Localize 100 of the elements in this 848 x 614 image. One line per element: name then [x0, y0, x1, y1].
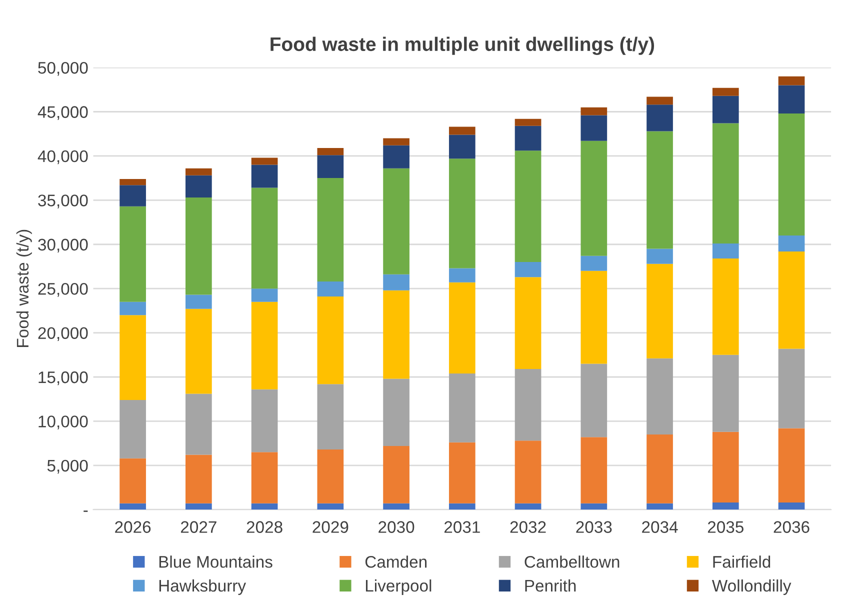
bar [317, 282, 344, 297]
legend-label: Penrith [525, 579, 576, 592]
bar [120, 503, 146, 510]
bar [186, 503, 212, 510]
bar [778, 85, 805, 114]
bar [317, 148, 344, 156]
bar [646, 434, 673, 504]
x-tick-label: 2031 [444, 521, 480, 533]
bar [251, 288, 278, 302]
y-tick-label: 35,000 [38, 194, 88, 208]
y-tick-label: 50,000 [38, 62, 88, 76]
y-tick-label: 15,000 [38, 371, 88, 386]
bar [120, 206, 146, 302]
bar [317, 384, 344, 450]
bar [448, 442, 476, 504]
y-tick-label: 10,000 [38, 416, 88, 430]
bar [317, 178, 344, 282]
bar [514, 262, 542, 278]
bar [778, 502, 805, 510]
bar [514, 118, 542, 126]
bar [383, 274, 410, 290]
bar [712, 502, 739, 510]
bar [580, 503, 608, 510]
bar [646, 503, 673, 510]
bar [186, 294, 212, 309]
bar [383, 168, 410, 274]
bar [778, 251, 805, 349]
bar [778, 76, 805, 86]
y-axis-title: Food waste (t/y) [16, 230, 32, 347]
x-tick-label: 2026 [115, 521, 151, 533]
legend-label: Liverpool [366, 579, 432, 595]
bar [646, 264, 673, 358]
bar [712, 258, 739, 355]
bar [448, 282, 476, 374]
bar [580, 256, 608, 271]
bar [120, 178, 146, 186]
bar [580, 140, 608, 256]
x-tick-label: 2036 [774, 521, 810, 533]
bar [712, 88, 739, 96]
bar [120, 302, 146, 316]
bar [120, 185, 146, 206]
bar [448, 134, 476, 159]
x-tick-label: 2027 [180, 521, 216, 533]
bar [120, 458, 146, 504]
bar [514, 277, 542, 370]
bar [120, 400, 146, 458]
bar [514, 369, 542, 441]
bar [778, 348, 805, 428]
y-tick-label: - [84, 510, 88, 512]
legend-label: Blue Mountains [159, 556, 272, 568]
bar [448, 503, 476, 510]
y-tick-label: 5,000 [47, 460, 88, 474]
bar [646, 96, 673, 105]
bar [186, 454, 212, 504]
bar [383, 138, 410, 146]
bar [778, 236, 805, 252]
bar [448, 158, 476, 268]
bar [251, 452, 278, 504]
x-tick-label: 2033 [576, 521, 612, 533]
bar [580, 270, 608, 364]
bar [317, 503, 344, 510]
bar [514, 126, 542, 151]
bar [383, 446, 410, 504]
bar [251, 158, 278, 165]
legend-label: Camden [365, 556, 427, 568]
bar [317, 449, 344, 504]
x-tick-label: 2030 [378, 521, 414, 533]
bar [251, 302, 278, 390]
chart-title: Food waste in multiple unit dwellings (t/y) [270, 36, 654, 55]
bar [646, 104, 673, 132]
bar [317, 296, 344, 384]
bar [448, 268, 476, 282]
bar [712, 123, 739, 244]
y-tick-label: 30,000 [38, 238, 88, 253]
bar [251, 503, 278, 510]
legend-label: Hawksburry [159, 579, 246, 595]
bar [317, 155, 344, 178]
bar [186, 198, 212, 295]
bar [383, 145, 410, 168]
bar [580, 107, 608, 116]
y-tick-label: 45,000 [38, 106, 88, 120]
bar [251, 188, 278, 289]
bar [186, 308, 212, 394]
bar [580, 115, 608, 141]
bar [514, 150, 542, 262]
bar [383, 290, 410, 379]
bar [186, 168, 212, 176]
legend-label: Cambelltown [524, 556, 620, 568]
x-tick-label: 2032 [510, 521, 546, 533]
bar [383, 503, 410, 510]
x-tick-label: 2035 [708, 521, 744, 533]
bar [120, 315, 146, 400]
bar [778, 428, 805, 503]
bar [251, 389, 278, 452]
bar [646, 248, 673, 264]
bar [778, 114, 805, 236]
x-tick-label: 2029 [312, 521, 348, 533]
bar [712, 354, 739, 432]
bar [251, 164, 278, 188]
bar [186, 175, 212, 198]
